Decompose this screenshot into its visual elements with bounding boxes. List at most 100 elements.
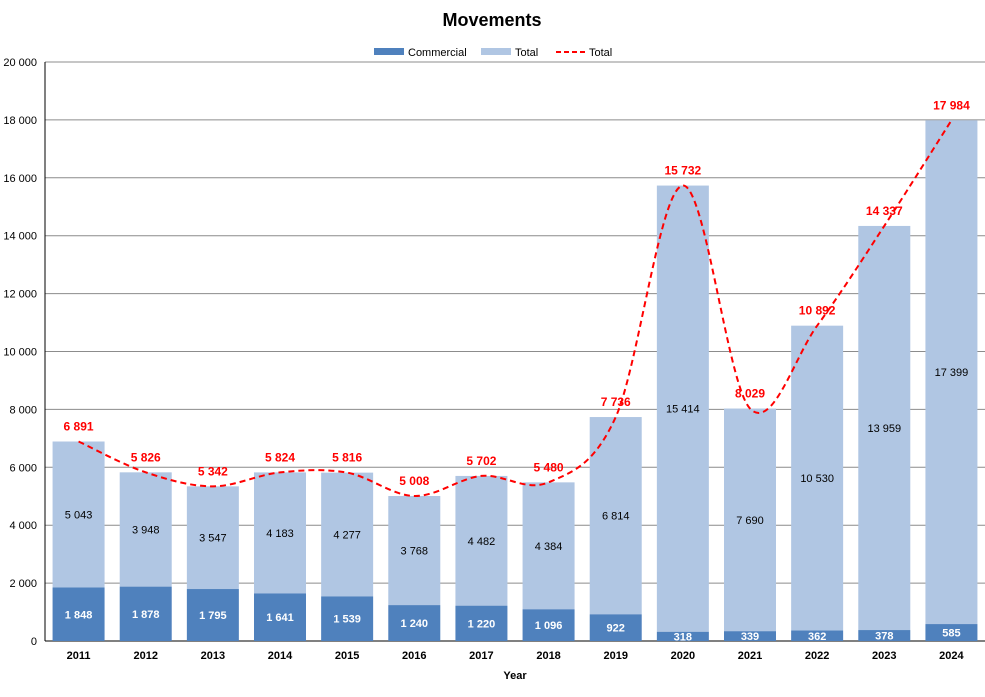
bar-commercial: [52, 587, 105, 641]
y-tick-label: 16 000: [3, 173, 37, 185]
data-label-line: 5 702: [466, 454, 496, 468]
bar-total: [589, 417, 642, 615]
data-label-total: 13 959: [867, 423, 901, 435]
data-label-commercial: 1 220: [468, 618, 496, 630]
y-tick-label: 2 000: [9, 578, 37, 590]
bar-commercial: [589, 614, 642, 641]
data-label-line: 5 342: [198, 464, 228, 478]
data-label-total: 5 043: [65, 510, 93, 522]
bar-total: [321, 472, 374, 597]
data-label-total: 17 399: [935, 367, 969, 379]
data-label-commercial: 1 240: [401, 618, 429, 630]
legend-label-commercial: Commercial: [408, 47, 467, 59]
data-label-total: 15 414: [666, 404, 700, 416]
data-label-line: 8 029: [735, 387, 765, 401]
data-label-total: 6 814: [602, 511, 630, 523]
data-label-line: 5 480: [534, 460, 564, 474]
data-label-line: 17 984: [933, 98, 970, 112]
bar-total: [388, 496, 441, 606]
data-label-total: 10 530: [800, 473, 834, 485]
data-label-commercial: 1 539: [333, 614, 361, 626]
bar-total: [724, 408, 776, 632]
x-tick-label: 2019: [603, 650, 627, 662]
x-tick-label: 2015: [335, 650, 359, 662]
bar-total: [119, 472, 172, 587]
data-label-commercial: 1 878: [132, 609, 160, 621]
data-label-line: 7 736: [601, 395, 631, 409]
bar-commercial: [522, 609, 575, 641]
data-label-commercial: 1 641: [266, 612, 294, 624]
x-axis: 2011 2012 2013 2014 2015 2016 2017 2018 2019 2020…: [67, 650, 965, 662]
data-label-commercial: 1 848: [65, 609, 93, 621]
bar-commercial: [119, 586, 172, 641]
bar-commercial: [724, 631, 776, 641]
bar-total: [858, 225, 911, 631]
data-label-commercial: 378: [875, 631, 893, 643]
bar-commercial: [455, 605, 508, 641]
legend-label-total-bar: Total: [515, 47, 538, 59]
data-label-total: 7 690: [736, 515, 764, 527]
x-tick-label: 2016: [402, 650, 426, 662]
legend-swatch-commercial: [374, 48, 404, 55]
y-tick-label: 18 000: [3, 115, 37, 127]
gridlines: [45, 61, 985, 642]
data-label-commercial: 922: [607, 623, 625, 635]
bar-commercial: [254, 593, 306, 641]
data-label-line: 14 337: [866, 204, 903, 218]
bar-total: [925, 120, 978, 625]
y-axis: 0 2 000 4 000 6 000 8 000 10 000 12 000 14 000 1…: [3, 57, 46, 648]
bar-total: [254, 472, 306, 594]
x-tick-label: 2012: [133, 650, 157, 662]
data-label-line: 5 824: [265, 450, 295, 464]
bar-total: [455, 475, 508, 606]
x-tick-label: 2020: [671, 650, 695, 662]
x-tick-label: 2024: [939, 650, 964, 662]
bar-commercial: [791, 630, 844, 641]
x-tick-label: 2011: [67, 650, 91, 662]
total-line: [78, 119, 953, 498]
y-tick-label: 20 000: [3, 57, 37, 69]
data-label-total: 3 768: [401, 546, 429, 558]
data-label-commercial: 1 096: [535, 620, 563, 632]
chart-title: Movements: [442, 10, 541, 30]
x-tick-label: 2022: [805, 650, 829, 662]
data-label-commercial: 339: [741, 631, 759, 643]
y-tick-label: 6 000: [9, 462, 37, 474]
data-label-total: 3 948: [132, 524, 160, 536]
y-tick-label: 4 000: [9, 520, 37, 532]
bar-commercial: [321, 596, 374, 641]
x-axis-title: Year: [503, 670, 527, 682]
legend: Commercial Total Total: [374, 47, 612, 59]
bar-commercial: [858, 630, 911, 641]
y-tick-label: 0: [31, 636, 37, 648]
data-label-total: 4 183: [266, 528, 294, 540]
bar-commercial: [186, 589, 239, 641]
bar-commercial: [388, 605, 441, 641]
data-label-line: 15 732: [665, 164, 702, 178]
data-label-commercial: 1 795: [199, 610, 227, 622]
y-tick-label: 14 000: [3, 231, 37, 243]
bar-commercial: [656, 631, 709, 641]
bar-total: [791, 325, 844, 631]
bar-total: [52, 441, 105, 588]
y-tick-label: 10 000: [3, 347, 37, 359]
total-line-series: 6 891 5 826 5 342 5 824 5 816 5 008 5 702 5 480…: [64, 98, 970, 498]
x-tick-label: 2014: [268, 650, 293, 662]
bar-commercial: [925, 624, 978, 641]
data-label-commercial: 318: [674, 631, 692, 643]
data-label-line: 6 891: [64, 420, 94, 434]
bar-total: [522, 482, 575, 610]
data-label-total: 3 547: [199, 533, 227, 545]
x-tick-label: 2013: [201, 650, 225, 662]
y-tick-label: 8 000: [9, 404, 37, 416]
data-label-line: 10 892: [799, 304, 836, 318]
x-tick-label: 2018: [536, 650, 560, 662]
y-tick-label: 12 000: [3, 289, 37, 301]
legend-label-total-line: Total: [589, 47, 612, 59]
data-label-line: 5 008: [399, 474, 429, 488]
data-label-line: 5 826: [131, 450, 161, 464]
bar-total: [656, 185, 709, 632]
data-label-total: 4 277: [333, 530, 361, 542]
data-label-commercial: 362: [808, 631, 826, 643]
